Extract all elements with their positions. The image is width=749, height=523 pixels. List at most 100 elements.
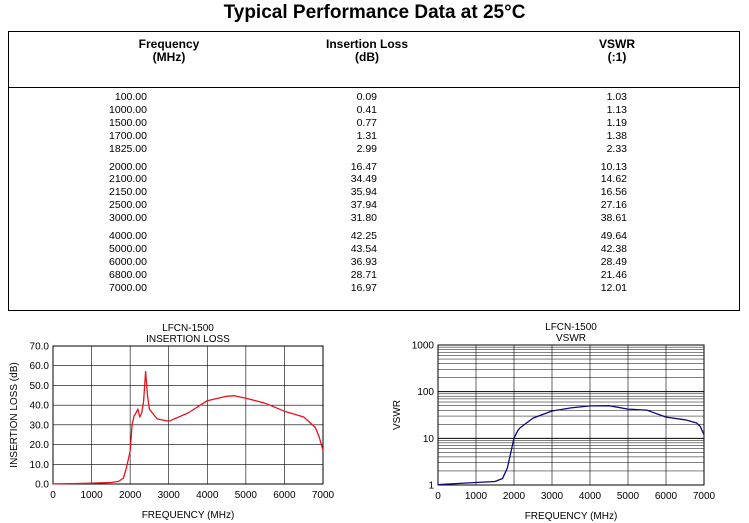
horizontal-gridlines xyxy=(438,344,704,486)
header-frequency-label: Frequency xyxy=(138,37,200,51)
vertical-gridlines xyxy=(52,346,324,484)
chart-subtitle: INSERTION LOSS xyxy=(146,334,230,345)
plot-frame xyxy=(437,344,705,486)
x-tick-label: 1000 xyxy=(80,490,103,501)
series-line xyxy=(437,405,705,486)
header-vswr-label: VSWR xyxy=(599,37,635,51)
insertion-loss-cell: 36.93 xyxy=(350,255,377,268)
vswr-cell: 38.61 xyxy=(600,212,627,225)
y-tick-label: 100 xyxy=(417,387,434,398)
y-tick-label: 70.0 xyxy=(30,342,50,353)
vertical-gridlines xyxy=(437,345,705,485)
header-insertion-loss-label: Insertion Loss xyxy=(325,37,408,51)
vswr-cell: 42.38 xyxy=(600,242,627,255)
vswr-cell: 10.13 xyxy=(600,160,627,173)
y-tick-label: 0.0 xyxy=(35,480,49,491)
insertion-loss-cell: 0.77 xyxy=(356,116,377,129)
frequency-cell: 1000.00 xyxy=(109,103,147,116)
chart-title: LFCN-1500 xyxy=(162,323,214,334)
header-vswr-unit: (:1) xyxy=(607,50,627,64)
vswr-cell: 12.01 xyxy=(600,281,627,294)
insertion-loss-cell: 35.94 xyxy=(350,186,377,199)
vswr-cell: 21.46 xyxy=(600,268,627,281)
vswr-cell: 27.16 xyxy=(600,199,627,212)
x-tick-label: 5000 xyxy=(235,490,258,501)
x-tick-label: 6000 xyxy=(655,491,678,502)
x-tick-labels: 0 1000 2000 3000 4000 5000 6000 7000 xyxy=(435,491,715,502)
frequency-cell: 4000.00 xyxy=(109,230,147,242)
vswr-cell: 1.03 xyxy=(606,91,627,103)
frequency-cell: 3000.00 xyxy=(109,212,147,225)
insertion-loss-cell: 34.49 xyxy=(350,173,377,186)
insertion-loss-cell: 28.71 xyxy=(350,268,377,281)
insertion-loss-cell: 2.99 xyxy=(356,142,377,155)
x-tick-label: 2000 xyxy=(119,490,142,501)
horizontal-gridlines xyxy=(53,345,323,485)
x-tick-label: 6000 xyxy=(273,490,296,501)
y-tick-label: 1 xyxy=(428,481,434,492)
vswr-cell: 1.38 xyxy=(606,129,627,142)
x-axis-label: FREQUENCY (MHz) xyxy=(142,510,235,521)
x-tick-label: 0 xyxy=(50,490,56,501)
insertion-loss-cell: 16.47 xyxy=(350,160,377,173)
vswr-cell: 1.13 xyxy=(606,103,627,116)
frequency-cell: 1825.00 xyxy=(109,142,147,155)
x-tick-label: 2000 xyxy=(503,491,526,502)
x-tick-label: 3000 xyxy=(541,491,564,502)
x-tick-label: 1000 xyxy=(465,491,488,502)
x-tick-label: 4000 xyxy=(196,490,219,501)
y-tick-label: 10 xyxy=(423,434,435,445)
chart-subtitle: VSWR xyxy=(556,333,586,344)
series-line xyxy=(52,370,324,485)
x-tick-label: 0 xyxy=(435,491,441,502)
frequency-cell: 2150.00 xyxy=(109,186,147,199)
x-tick-labels: 0 1000 2000 3000 4000 5000 6000 7000 xyxy=(50,490,334,501)
vswr-cell: 14.62 xyxy=(600,173,627,186)
frequency-cell: 7000.00 xyxy=(109,281,147,294)
performance-table: Frequency (MHz) Insertion Loss (dB) VSWR… xyxy=(8,31,740,311)
header-divider xyxy=(9,87,739,88)
y-tick-label: 1000 xyxy=(412,341,435,352)
x-tick-label: 4000 xyxy=(579,491,602,502)
insertion-loss-cell: 0.41 xyxy=(356,103,377,116)
frequency-cell: 100.00 xyxy=(114,91,147,103)
frequency-cell: 2000.00 xyxy=(109,160,147,173)
y-axis-label: INSERTION LOSS (dB) xyxy=(9,362,20,467)
insertion-loss-cell: 43.54 xyxy=(350,242,377,255)
x-tick-label: 3000 xyxy=(158,490,181,501)
vswr-cell: 1.19 xyxy=(606,116,627,129)
insertion-loss-cell: 37.94 xyxy=(350,199,377,212)
insertion-loss-cell: 42.25 xyxy=(350,230,377,242)
chart-title: LFCN-1500 xyxy=(545,322,597,333)
vswr-cell: 49.64 xyxy=(600,230,627,242)
plot-frame xyxy=(52,345,324,485)
header-frequency-unit: (MHz) xyxy=(152,50,186,64)
y-tick-labels: 1 10 100 1000 xyxy=(412,341,435,492)
frequency-cell: 2100.00 xyxy=(109,173,147,186)
y-tick-label: 40.0 xyxy=(30,401,50,412)
insertion-loss-cell: 0.09 xyxy=(356,91,377,103)
y-tick-label: 50.0 xyxy=(30,381,50,392)
x-tick-label: 7000 xyxy=(693,491,716,502)
page-title: Typical Performance Data at 25°C xyxy=(223,2,526,23)
y-tick-label: 30.0 xyxy=(30,420,50,431)
insertion-loss-cell: 1.31 xyxy=(356,129,377,142)
y-tick-label: 20.0 xyxy=(30,440,50,451)
frequency-cell: 1500.00 xyxy=(109,116,147,129)
frequency-cell: 6000.00 xyxy=(109,255,147,268)
vswr-cell: 28.49 xyxy=(600,255,627,268)
header-vswr: VSWR (:1) xyxy=(537,38,697,64)
x-tick-label: 7000 xyxy=(312,490,335,501)
header-frequency: Frequency (MHz) xyxy=(89,38,249,64)
y-axis-label: VSWR xyxy=(392,400,403,430)
insertion-loss-cell: 31.80 xyxy=(350,212,377,225)
y-tick-label: 10.0 xyxy=(30,460,50,471)
header-insertion-loss: Insertion Loss (dB) xyxy=(287,38,447,64)
vswr-cell: 16.56 xyxy=(600,186,627,199)
frequency-cell: 6800.00 xyxy=(109,268,147,281)
frequency-cell: 5000.00 xyxy=(109,242,147,255)
y-tick-labels: 0.0 10.0 20.0 30.0 40.0 50.0 60.0 70.0 xyxy=(30,342,50,491)
frequency-cell: 1700.00 xyxy=(109,129,147,142)
